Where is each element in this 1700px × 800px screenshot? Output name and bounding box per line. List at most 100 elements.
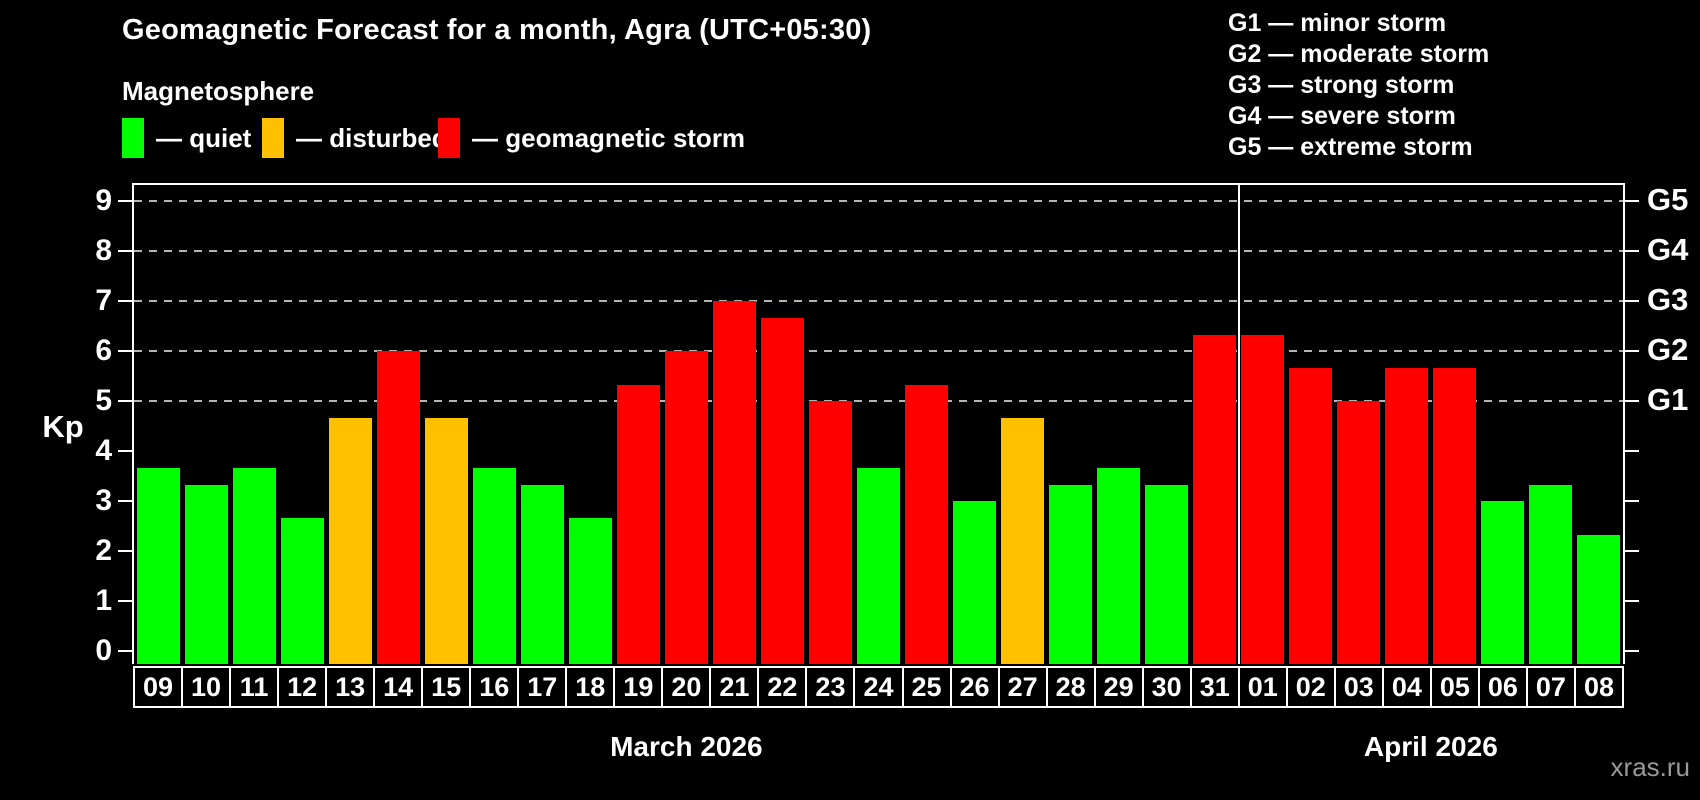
gridline-kp5 xyxy=(134,400,1623,402)
storm-color-swatch xyxy=(438,118,460,158)
y-axis-tick-2 xyxy=(118,550,132,552)
kp-bar-day-18 xyxy=(568,517,612,664)
day-label-07: 07 xyxy=(1525,666,1576,708)
day-label-06: 06 xyxy=(1477,666,1528,708)
right-axis-tick-6 xyxy=(1625,350,1639,352)
day-label-14: 14 xyxy=(373,666,424,708)
kp-bar-day-17 xyxy=(520,484,564,664)
day-label-10: 10 xyxy=(181,666,232,708)
day-label-02: 02 xyxy=(1285,666,1336,708)
day-label-15: 15 xyxy=(421,666,472,708)
y-axis-label-3: 3 xyxy=(95,484,112,517)
day-label-31: 31 xyxy=(1189,666,1240,708)
legend-label-storm: — geomagnetic storm xyxy=(472,122,746,153)
y-axis-tick-3 xyxy=(118,500,132,502)
day-label-19: 19 xyxy=(613,666,664,708)
day-label-03: 03 xyxy=(1333,666,1384,708)
right-axis-tick-3 xyxy=(1625,500,1639,502)
kp-bar-day-02 xyxy=(1289,367,1333,664)
day-label-04: 04 xyxy=(1381,666,1432,708)
magnetosphere-label: Magnetosphere xyxy=(122,76,315,106)
g-level-label-g5: G5 xyxy=(1647,182,1689,217)
right-axis-tick-2 xyxy=(1625,550,1639,552)
g-level-label-g2: G2 xyxy=(1647,332,1689,367)
y-axis-tick-4 xyxy=(118,450,132,452)
y-axis-tick-0 xyxy=(118,650,132,652)
y-axis-tick-5 xyxy=(118,400,132,402)
y-axis-label-8: 8 xyxy=(95,234,112,267)
day-label-24: 24 xyxy=(853,666,904,708)
kp-bar-day-05 xyxy=(1433,367,1477,664)
y-axis-label-9: 9 xyxy=(95,184,112,217)
day-label-16: 16 xyxy=(469,666,520,708)
day-label-08: 08 xyxy=(1573,666,1624,708)
kp-bar-day-04 xyxy=(1385,367,1429,664)
kp-bar-day-28 xyxy=(1049,484,1093,664)
day-label-18: 18 xyxy=(565,666,616,708)
gridline-kp7 xyxy=(134,300,1623,302)
y-axis-label-1: 1 xyxy=(95,584,112,617)
kp-bar-day-15 xyxy=(424,417,468,664)
kp-bar-day-23 xyxy=(808,401,852,664)
day-label-11: 11 xyxy=(229,666,280,708)
y-axis-tick-1 xyxy=(118,600,132,602)
day-label-22: 22 xyxy=(757,666,808,708)
g-scale-legend: G1 — minor storm G2 — moderate storm G3 … xyxy=(1228,8,1489,163)
kp-bar-day-29 xyxy=(1097,467,1141,664)
right-axis-tick-9 xyxy=(1625,200,1639,202)
right-axis-tick-1 xyxy=(1625,600,1639,602)
kp-bar-day-24 xyxy=(856,467,900,664)
day-label-21: 21 xyxy=(709,666,760,708)
kp-bar-day-27 xyxy=(1001,417,1045,664)
kp-bar-day-10 xyxy=(184,484,228,664)
legend-item-quiet: — quiet xyxy=(122,117,251,159)
month-separator-line xyxy=(1237,185,1240,664)
g-level-label-g1: G1 xyxy=(1647,382,1689,417)
day-label-29: 29 xyxy=(1093,666,1144,708)
right-axis-tick-5 xyxy=(1625,400,1639,402)
right-axis-tick-7 xyxy=(1625,300,1639,302)
day-label-30: 30 xyxy=(1141,666,1192,708)
day-label-20: 20 xyxy=(661,666,712,708)
kp-bar-day-09 xyxy=(136,467,180,664)
kp-bar-day-25 xyxy=(905,384,949,664)
day-label-05: 05 xyxy=(1429,666,1480,708)
g-level-label-g4: G4 xyxy=(1647,232,1689,267)
y-axis-label-5: 5 xyxy=(95,384,112,417)
month-label-0: March 2026 xyxy=(610,731,763,762)
y-axis-label-0: 0 xyxy=(95,634,112,667)
plot-area xyxy=(132,183,1625,664)
gridline-kp6 xyxy=(134,350,1623,352)
kp-bar-day-16 xyxy=(472,467,516,664)
legend-label-disturbed: — disturbed xyxy=(296,122,448,153)
day-label-28: 28 xyxy=(1045,666,1096,708)
kp-bar-day-21 xyxy=(712,301,756,664)
y-axis-tick-8 xyxy=(118,250,132,252)
day-label-17: 17 xyxy=(517,666,568,708)
day-label-23: 23 xyxy=(805,666,856,708)
kp-bar-day-12 xyxy=(280,517,324,664)
day-label-12: 12 xyxy=(277,666,328,708)
kp-bar-day-22 xyxy=(760,317,804,664)
y-axis-tick-9 xyxy=(118,200,132,202)
disturbed-color-swatch xyxy=(262,118,284,158)
day-label-13: 13 xyxy=(325,666,376,708)
legend-label-quiet: — quiet xyxy=(156,122,252,153)
kp-bar-day-01 xyxy=(1241,334,1285,664)
chart-title: Geomagnetic Forecast for a month, Agra (… xyxy=(122,14,872,46)
right-axis-tick-4 xyxy=(1625,450,1639,452)
right-axis-tick-8 xyxy=(1625,250,1639,252)
kp-bar-day-03 xyxy=(1337,401,1381,664)
day-label-27: 27 xyxy=(997,666,1048,708)
y-axis-label-2: 2 xyxy=(95,534,112,567)
g3-legend-line: G3 — strong storm xyxy=(1228,71,1455,99)
watermark: xras.ru xyxy=(1610,752,1690,782)
day-label-26: 26 xyxy=(949,666,1000,708)
kp-bar-day-07 xyxy=(1529,484,1573,664)
g1-legend-line: G1 — minor storm xyxy=(1228,9,1447,37)
y-axis-label-6: 6 xyxy=(95,334,112,367)
kp-bar-day-20 xyxy=(664,351,708,664)
day-label-01: 01 xyxy=(1237,666,1288,708)
y-axis-title: Kp xyxy=(42,409,84,444)
